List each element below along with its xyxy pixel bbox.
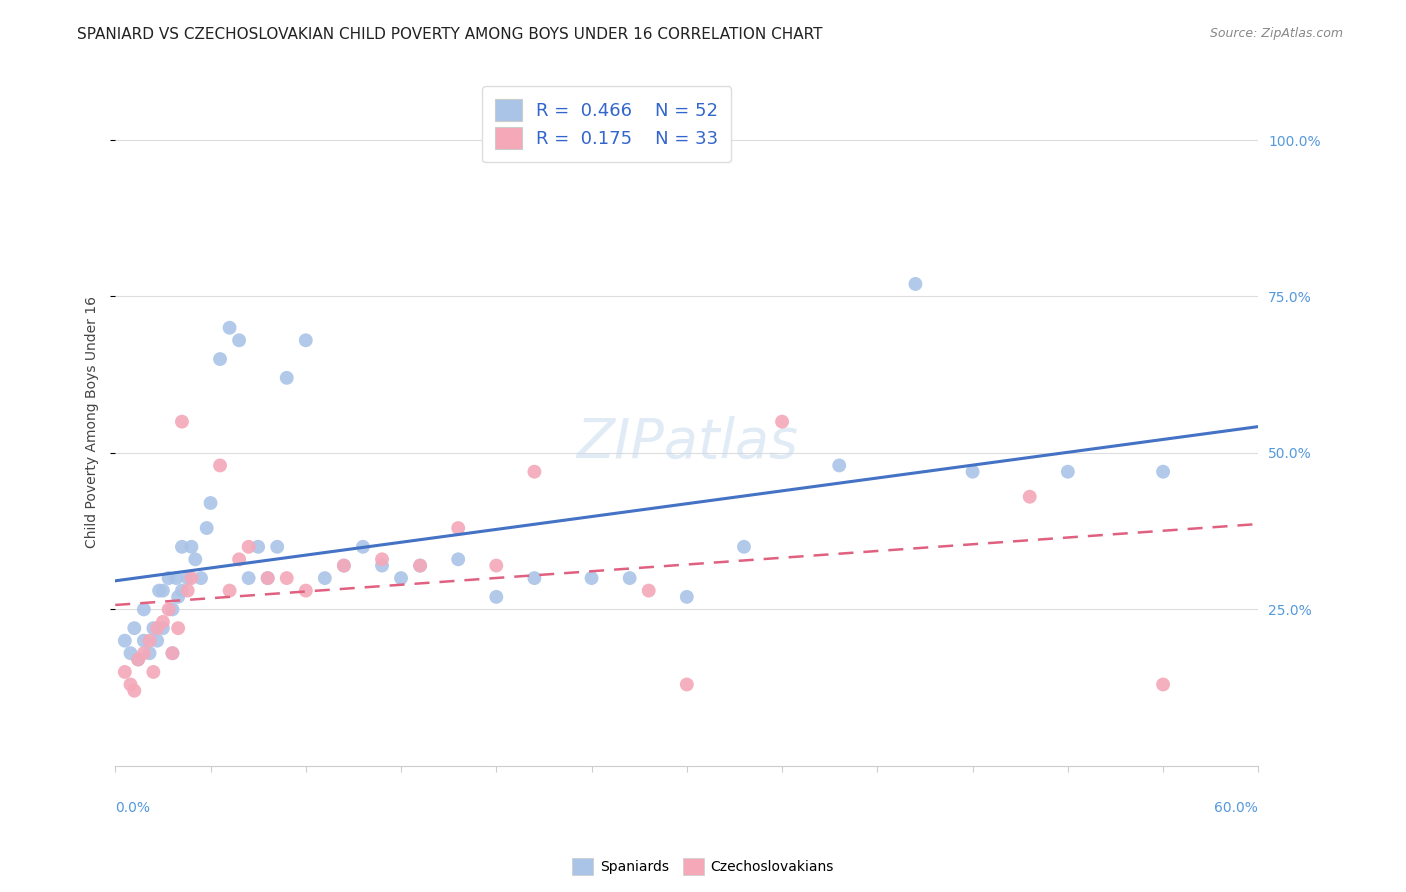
Point (170, 540, 193, 554)
Point (152, 615, 174, 629)
Point (523, 465, 546, 479)
Point (238, 571, 260, 585)
Point (180, 571, 202, 585)
Point (247, 540, 270, 554)
Point (152, 583, 174, 598)
Point (152, 621, 174, 635)
Point (1152, 465, 1174, 479)
Point (333, 558, 356, 573)
Point (170, 583, 193, 598)
Point (228, 333, 250, 347)
Point (167, 590, 190, 604)
Point (256, 571, 278, 585)
Point (162, 602, 184, 616)
Point (1056, 465, 1078, 479)
Point (409, 558, 432, 573)
Point (162, 646, 184, 660)
Point (523, 571, 546, 585)
Point (447, 521, 470, 535)
Point (142, 665, 165, 679)
Point (1152, 677, 1174, 691)
Point (389, 571, 412, 585)
Point (276, 371, 298, 385)
Point (675, 590, 697, 604)
Point (157, 571, 180, 585)
Legend: R =  0.466    N = 52, R =  0.175    N = 33: R = 0.466 N = 52, R = 0.175 N = 33 (482, 87, 731, 162)
Point (266, 540, 288, 554)
Point (132, 602, 155, 616)
Point (581, 571, 603, 585)
Point (352, 540, 374, 554)
Point (238, 540, 260, 554)
Point (157, 602, 180, 616)
Point (904, 277, 927, 291)
Point (256, 571, 278, 585)
Point (176, 571, 198, 585)
Point (146, 621, 169, 635)
Point (447, 552, 470, 566)
Point (485, 590, 508, 604)
Point (770, 415, 793, 429)
Legend: Spaniards, Czechoslovakians: Spaniards, Czechoslovakians (567, 853, 839, 880)
Point (120, 646, 142, 660)
Point (114, 633, 136, 648)
Point (124, 621, 146, 635)
Point (294, 583, 316, 598)
Point (165, 571, 187, 585)
Point (733, 540, 755, 554)
Point (209, 352, 232, 367)
Point (127, 652, 149, 666)
Point (218, 583, 240, 598)
Point (962, 465, 984, 479)
Point (124, 683, 146, 698)
Point (180, 540, 202, 554)
Point (184, 552, 207, 566)
Point (132, 646, 155, 660)
Point (409, 558, 432, 573)
Point (142, 621, 165, 635)
Point (176, 583, 198, 598)
Point (167, 621, 190, 635)
Point (209, 458, 232, 473)
Point (114, 665, 136, 679)
Point (218, 320, 240, 334)
Point (162, 646, 184, 660)
Text: Source: ZipAtlas.com: Source: ZipAtlas.com (1209, 27, 1343, 40)
Point (120, 677, 142, 691)
Point (314, 571, 336, 585)
Point (294, 333, 316, 347)
Point (200, 496, 222, 510)
Point (371, 558, 394, 573)
Text: ZIPatlas: ZIPatlas (576, 416, 797, 469)
Point (333, 558, 356, 573)
Text: SPANIARD VS CZECHOSLOVAKIAN CHILD POVERTY AMONG BOYS UNDER 16 CORRELATION CHART: SPANIARD VS CZECHOSLOVAKIAN CHILD POVERT… (77, 27, 823, 42)
Point (127, 652, 149, 666)
Point (195, 521, 218, 535)
Point (170, 415, 193, 429)
Text: 0.0%: 0.0% (115, 800, 150, 814)
Point (276, 571, 298, 585)
Point (228, 552, 250, 566)
Point (485, 558, 508, 573)
Y-axis label: Child Poverty Among Boys Under 16: Child Poverty Among Boys Under 16 (86, 295, 100, 548)
Point (138, 633, 160, 648)
Point (675, 677, 697, 691)
Point (619, 571, 641, 585)
Point (371, 552, 394, 566)
Text: 60.0%: 60.0% (1215, 800, 1258, 814)
Point (828, 458, 851, 473)
Point (637, 583, 659, 598)
Point (148, 583, 170, 598)
Point (146, 633, 169, 648)
Point (190, 571, 212, 585)
Point (1018, 490, 1040, 504)
Point (132, 633, 155, 648)
Point (138, 646, 160, 660)
